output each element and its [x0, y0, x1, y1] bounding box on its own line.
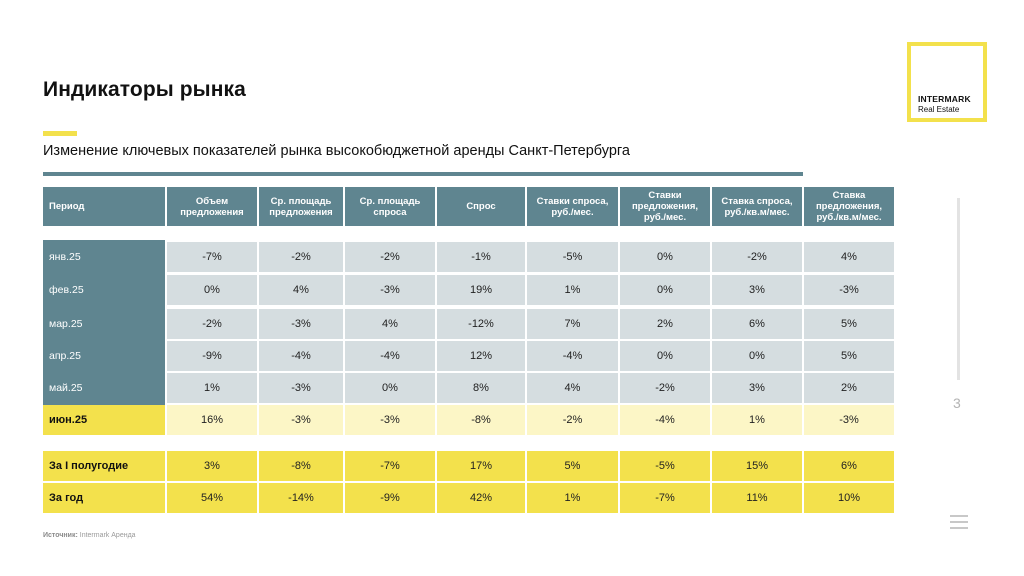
table-cell: 5%	[527, 451, 618, 481]
source-value: Intermark Аренда	[79, 532, 136, 539]
page-subtitle: Изменение ключевых показателей рынка выс…	[43, 143, 630, 159]
logo-tagline: Real Estate	[918, 105, 960, 114]
table-cell: 12%	[437, 341, 525, 371]
table-cell: -9%	[167, 341, 257, 371]
table-cell: -2%	[712, 242, 802, 272]
source-note: Источник: Intermark Аренда	[43, 532, 136, 539]
table-cell: 42%	[437, 483, 525, 513]
row-label: За I полугодие	[43, 451, 165, 481]
table-cell: -2%	[620, 373, 710, 403]
table-cell: -3%	[259, 373, 343, 403]
table-cell: 2%	[804, 373, 894, 403]
table-cell: -7%	[167, 242, 257, 272]
intermark-logo: INTERMARK Real Estate	[907, 42, 987, 122]
table-cell: 1%	[527, 483, 618, 513]
table-cell: 15%	[712, 451, 802, 481]
table-cell: 19%	[437, 275, 525, 305]
table-cell: 4%	[804, 242, 894, 272]
column-header: Ставка предложения, руб./кв.м/мес.	[804, 187, 894, 226]
table-cell: 1%	[167, 373, 257, 403]
table-cell: -4%	[345, 341, 435, 371]
table-cell: 0%	[712, 341, 802, 371]
table-cell: -7%	[620, 483, 710, 513]
slide-progress-bar	[957, 198, 960, 380]
table-cell: 5%	[804, 309, 894, 339]
table-cell: -5%	[527, 242, 618, 272]
column-header: Период	[43, 187, 165, 226]
table-cell: -4%	[527, 341, 618, 371]
table-cell: -3%	[259, 405, 343, 435]
table-cell: -3%	[804, 405, 894, 435]
column-header: Ставки спроса, руб./мес.	[527, 187, 618, 226]
table-cell: 4%	[345, 309, 435, 339]
table-cell: -5%	[620, 451, 710, 481]
table-cell: 4%	[527, 373, 618, 403]
table-cell: 6%	[804, 451, 894, 481]
table-cell: 0%	[620, 341, 710, 371]
menu-icon[interactable]	[950, 515, 968, 533]
table-cell: 0%	[620, 275, 710, 305]
table-cell: -3%	[345, 275, 435, 305]
table-cell: 0%	[167, 275, 257, 305]
table-cell: 4%	[259, 275, 343, 305]
column-header: Спрос	[437, 187, 525, 226]
table-cell: 6%	[712, 309, 802, 339]
row-label: мар.25	[43, 309, 165, 339]
logo-brand: INTERMARK	[918, 94, 971, 104]
table-cell: 1%	[712, 405, 802, 435]
table-cell: 16%	[167, 405, 257, 435]
row-label: июн.25	[43, 405, 165, 435]
table-cell: 54%	[167, 483, 257, 513]
table-cell: -8%	[437, 405, 525, 435]
table-cell: 1%	[527, 275, 618, 305]
table-cell: -1%	[437, 242, 525, 272]
table-cell: -3%	[804, 275, 894, 305]
row-label: янв.25	[43, 242, 165, 272]
table-cell: 7%	[527, 309, 618, 339]
table-cell: -2%	[345, 242, 435, 272]
table-cell: -3%	[345, 405, 435, 435]
table-cell: 17%	[437, 451, 525, 481]
column-header: Объем предложения	[167, 187, 257, 226]
column-header: Ставки предложения, руб./мес.	[620, 187, 710, 226]
table-cell: 2%	[620, 309, 710, 339]
table-cell: -14%	[259, 483, 343, 513]
column-header: Ставка спроса, руб./кв.м/мес.	[712, 187, 802, 226]
table-cell: 10%	[804, 483, 894, 513]
page-title: Индикаторы рынка	[43, 78, 246, 101]
table-cell: 0%	[620, 242, 710, 272]
title-accent-line	[43, 131, 77, 136]
source-label: Источник:	[43, 532, 78, 539]
table-cell: 5%	[804, 341, 894, 371]
table-cell: 8%	[437, 373, 525, 403]
row-label: май.25	[43, 373, 165, 403]
table-cell: 3%	[167, 451, 257, 481]
row-label: апр.25	[43, 341, 165, 371]
row-label: За год	[43, 483, 165, 513]
table-cell: 3%	[712, 275, 802, 305]
row-label: фев.25	[43, 275, 165, 305]
table-cell: -2%	[167, 309, 257, 339]
table-cell: -2%	[259, 242, 343, 272]
table-cell: -9%	[345, 483, 435, 513]
column-header: Ср. площадь предложения	[259, 187, 343, 226]
table-cell: 3%	[712, 373, 802, 403]
table-cell: -3%	[259, 309, 343, 339]
table-cell: -12%	[437, 309, 525, 339]
table-cell: -8%	[259, 451, 343, 481]
column-header: Ср. площадь спроса	[345, 187, 435, 226]
table-cell: -7%	[345, 451, 435, 481]
table-cell: 11%	[712, 483, 802, 513]
page-number: 3	[953, 395, 961, 411]
table-cell: -2%	[527, 405, 618, 435]
table-cell: 0%	[345, 373, 435, 403]
subtitle-divider	[43, 172, 803, 176]
table-cell: -4%	[620, 405, 710, 435]
table-cell: -4%	[259, 341, 343, 371]
